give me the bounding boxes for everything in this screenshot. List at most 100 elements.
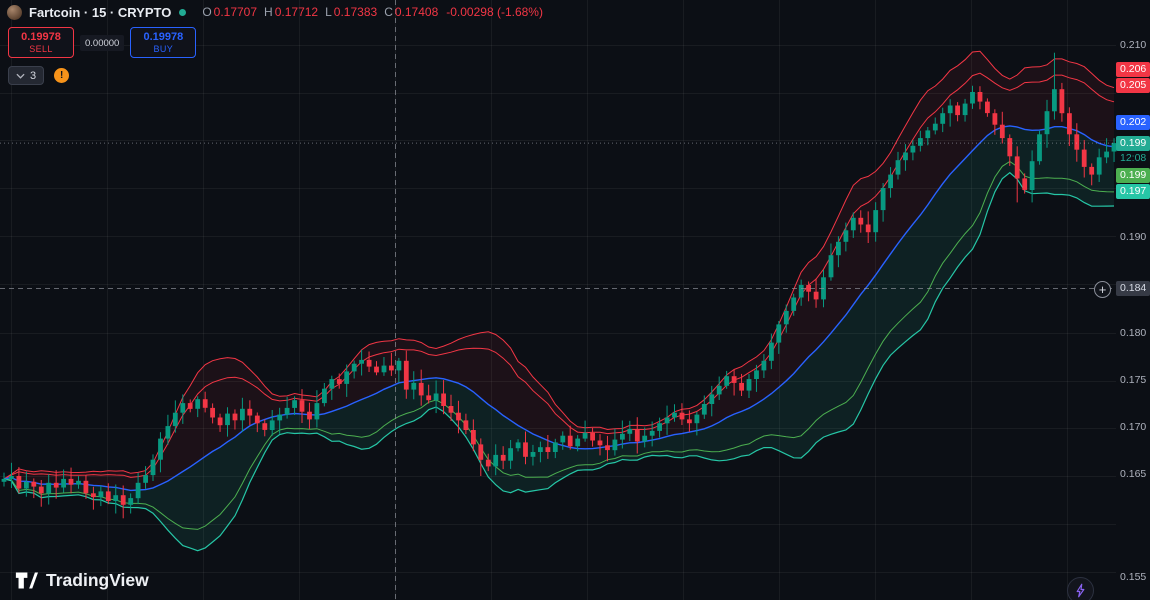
candle-down — [53, 482, 59, 488]
candle-down — [254, 415, 260, 424]
candle-up — [433, 393, 439, 401]
candle-up — [411, 382, 417, 390]
candle-down — [217, 417, 223, 426]
price-axis-label: 0.180 — [1120, 327, 1147, 339]
high-label: H — [264, 5, 273, 19]
candle-up — [672, 412, 677, 418]
candle-up — [903, 152, 908, 161]
candles-layer — [1, 52, 1117, 519]
candle-up — [314, 403, 320, 420]
ohlc-readout: O 0.17707 H 0.17712 L 0.17383 C 0.17408 … — [195, 5, 543, 19]
candle-up — [560, 435, 566, 443]
low-label: L — [325, 5, 332, 19]
candle-up — [769, 342, 774, 361]
candle-up — [1029, 161, 1035, 190]
candle-up — [277, 414, 283, 421]
candle-up — [143, 475, 148, 483]
candle-down — [441, 393, 446, 406]
candle-down — [16, 476, 22, 489]
candle-down — [679, 412, 685, 420]
candle-down — [992, 113, 998, 125]
lower-band-2-badge: 0.197 — [1116, 184, 1150, 199]
candle-up — [195, 399, 201, 409]
price-scale[interactable]: 0.210 0.190 0.180 0.175 0.170 0.165 0.155 0.206… — [1116, 0, 1150, 600]
candle-up — [61, 478, 66, 488]
candle-down — [687, 419, 692, 424]
lower-band-1-badge: 0.199 — [1116, 168, 1150, 183]
brand-text: TradingView — [46, 570, 149, 590]
candle-down — [389, 365, 394, 371]
lightning-button[interactable] — [1067, 577, 1094, 600]
candle-down — [545, 447, 551, 452]
price-axis-label: 0.170 — [1120, 421, 1147, 433]
candle-up — [538, 447, 543, 452]
candle-down — [187, 403, 193, 409]
indicator-layer — [3, 50, 1115, 552]
buy-label: BUY — [153, 44, 174, 54]
candle-up — [240, 408, 245, 421]
candle-down — [985, 101, 990, 114]
candle-up — [940, 113, 946, 124]
candle-up — [932, 123, 938, 131]
sell-label: SELL — [29, 44, 53, 54]
sell-price: 0.19978 — [21, 31, 61, 43]
candle-down — [456, 412, 461, 421]
candle-down — [955, 105, 960, 116]
candle-up — [9, 476, 14, 479]
candle-up — [165, 426, 171, 439]
tradingview-logo-icon — [15, 572, 38, 589]
indicators-collapse-button[interactable]: 3 — [8, 66, 45, 85]
candle-up — [180, 403, 186, 413]
candle-down — [105, 491, 111, 501]
candle-up — [1104, 151, 1109, 158]
candle-up — [724, 376, 730, 386]
price-axis-label: 0.210 — [1120, 39, 1147, 51]
candle-up — [359, 359, 364, 364]
candle-down — [1007, 138, 1013, 157]
high-value: 0.17712 — [274, 5, 319, 19]
candle-up — [694, 414, 700, 424]
last-price-badge: 0.199 — [1116, 136, 1150, 151]
candle-down — [307, 411, 312, 420]
candle-up — [701, 404, 707, 415]
candle-up — [344, 371, 350, 384]
candle-down — [590, 432, 595, 441]
candle-up — [269, 420, 275, 430]
candle-up — [351, 363, 357, 372]
upper-band-red-1 — [3, 50, 1115, 480]
plus-button[interactable]: + — [1094, 281, 1111, 298]
open-label: O — [202, 5, 212, 19]
low-value: 0.17383 — [333, 5, 378, 19]
market-status-icon[interactable] — [179, 8, 187, 16]
collapsed-count: 3 — [30, 69, 37, 82]
candle-up — [24, 481, 29, 489]
warning-icon[interactable]: ! — [54, 68, 70, 83]
candle-down — [806, 285, 811, 292]
candle-down — [31, 481, 37, 487]
ma-value-badge: 0.202 — [1116, 115, 1150, 130]
candle-down — [202, 399, 208, 408]
upper-band-2-badge: 0.205 — [1116, 78, 1150, 93]
symbol-title[interactable]: Fartcoin · 15 · CRYPTO — [29, 4, 172, 20]
candle-down — [1074, 134, 1080, 150]
candle-down — [500, 454, 506, 461]
candle-up — [791, 297, 797, 311]
candle-up — [515, 442, 521, 449]
candle-up — [970, 92, 975, 104]
candle-up — [947, 105, 953, 114]
candle-down — [813, 291, 819, 300]
candle-up — [1052, 89, 1057, 112]
candle-up — [98, 491, 104, 498]
crosshair-layer — [0, 0, 1116, 600]
candle-up — [172, 412, 178, 427]
candle-up — [135, 482, 141, 499]
candle-down — [999, 124, 1005, 139]
buy-button[interactable]: 0.19978 BUY — [130, 27, 197, 58]
tradingview-logo[interactable]: TradingView — [15, 570, 149, 591]
candle-down — [478, 444, 484, 460]
candle-up — [657, 423, 662, 431]
candle-down — [634, 429, 640, 442]
sell-button[interactable]: 0.19978 SELL — [8, 27, 74, 58]
candle-up — [843, 230, 849, 242]
